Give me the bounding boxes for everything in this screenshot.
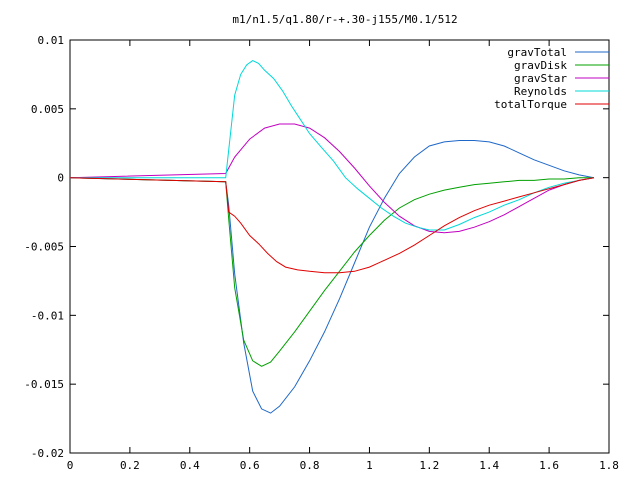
x-tick-label: 0.8 [300, 459, 320, 472]
x-tick-label: 0.2 [120, 459, 140, 472]
chart-title: m1/n1.5/q1.80/r-+.30-j155/M0.1/512 [232, 13, 457, 26]
series-line-gravstar [70, 123, 595, 234]
x-tick-label: 1.2 [419, 459, 439, 472]
y-tick-label: -0.02 [31, 447, 64, 460]
x-tick-label: 1.6 [539, 459, 559, 472]
y-tick-label: 0.01 [38, 34, 65, 47]
legend-label: gravStar [514, 72, 567, 85]
y-tick-label: 0.005 [31, 103, 64, 116]
y-tick-label: -0.015 [24, 378, 64, 391]
x-tick-label: 1 [366, 459, 373, 472]
y-axis-ticks: 0.01 0.005 0 -0.005 -0.01 -0.015 -0.02 [24, 34, 609, 460]
legend-label: gravDisk [514, 59, 567, 72]
y-tick-label: -0.01 [31, 309, 64, 322]
legend-label: gravTotal [507, 46, 567, 59]
x-tick-label: 1.8 [599, 459, 619, 472]
x-tick-label: 0 [67, 459, 74, 472]
y-tick-label: -0.005 [24, 241, 64, 254]
y-tick-label: 0 [57, 172, 64, 185]
legend: gravTotalgravDiskgravStarReynoldstotalTo… [494, 46, 609, 111]
series-layer [70, 60, 595, 414]
x-tick-label: 0.4 [180, 459, 200, 472]
series-line-gravtotal [70, 140, 595, 414]
x-tick-label: 0.6 [240, 459, 260, 472]
legend-label: Reynolds [514, 85, 567, 98]
series-line-gravdisk [70, 177, 594, 367]
legend-label: totalTorque [494, 98, 567, 111]
series-line-totaltorque [70, 177, 595, 274]
x-axis-ticks: 0 0.2 0.4 0.6 0.8 1 1.2 1.4 1.6 1.8 [67, 40, 619, 472]
series-line-reynolds [70, 60, 595, 231]
x-tick-label: 1.4 [479, 459, 499, 472]
